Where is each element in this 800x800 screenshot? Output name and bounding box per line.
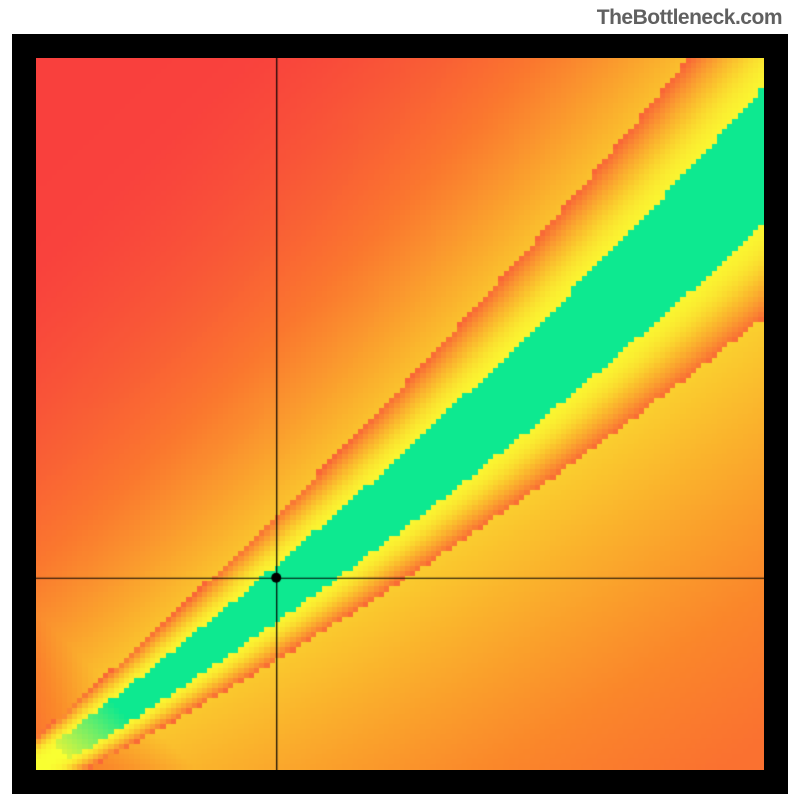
chart-container: TheBottleneck.com — [0, 0, 800, 800]
plot-frame — [12, 34, 788, 794]
heatmap-canvas — [36, 58, 764, 770]
watermark-text: TheBottleneck.com — [597, 6, 782, 30]
